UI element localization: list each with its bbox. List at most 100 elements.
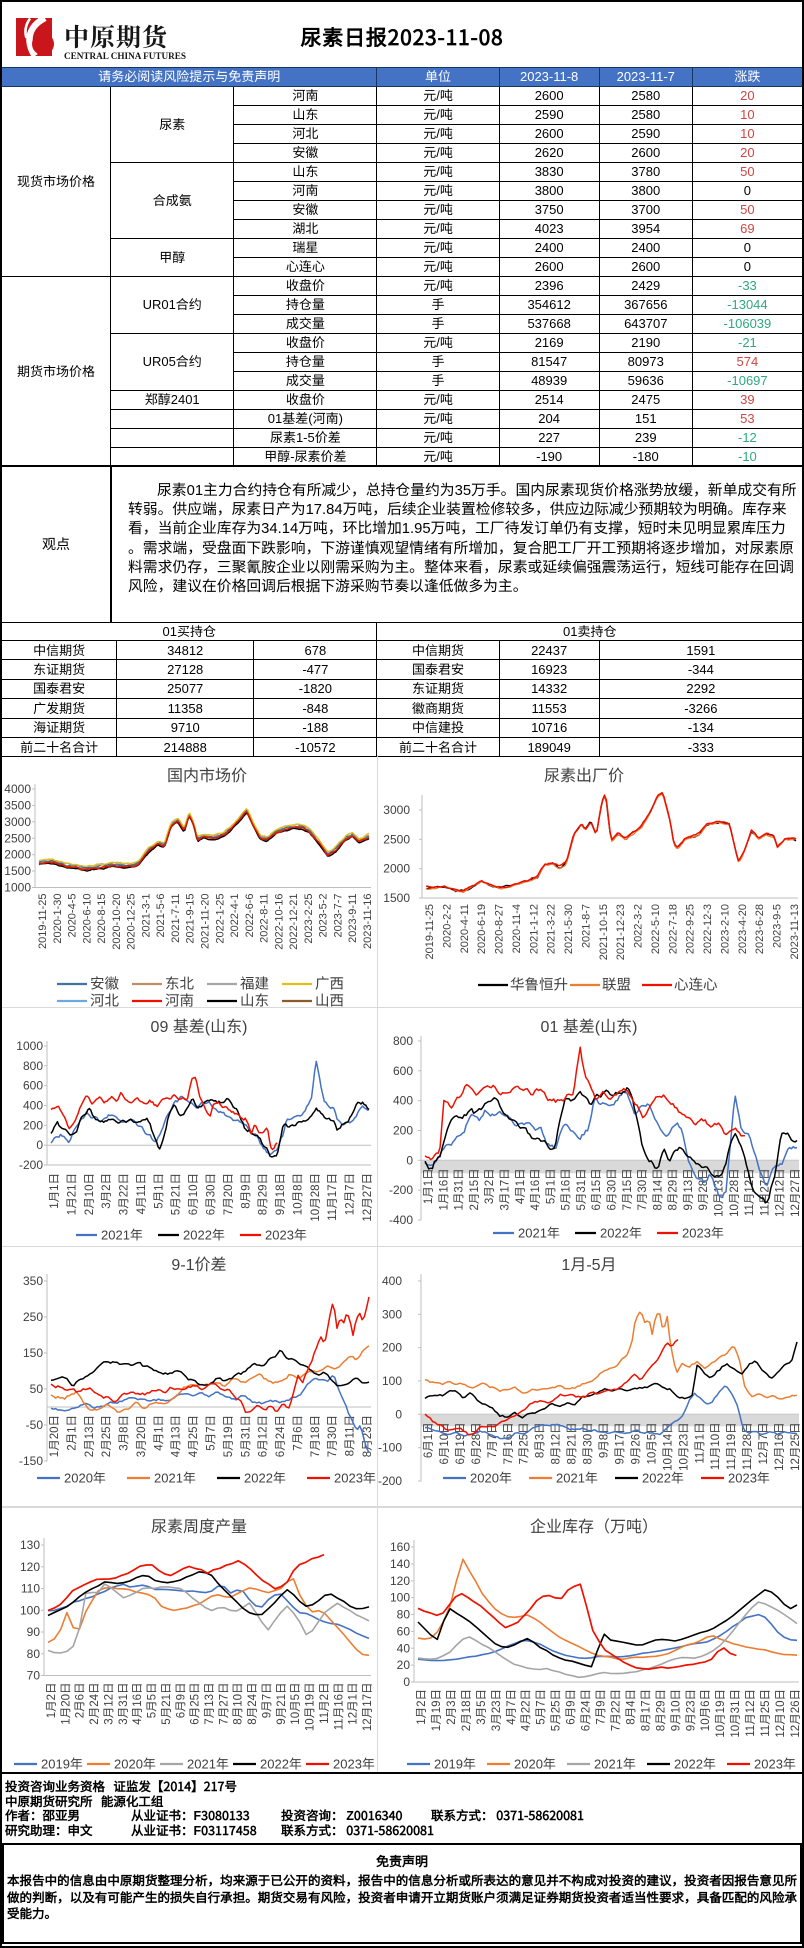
svg-text:3月2日: 3月2日 — [483, 1168, 496, 1204]
svg-text:10月13日: 10月13日 — [713, 1168, 726, 1217]
svg-text:160: 160 — [390, 1540, 410, 1554]
svg-text:2022-12-21: 2022-12-21 — [288, 894, 300, 950]
svg-text:2023年: 2023年 — [754, 1757, 796, 1772]
svg-text:12月27日: 12月27日 — [789, 1168, 802, 1217]
svg-text:9月10日: 9月10日 — [669, 1689, 682, 1731]
svg-text:2000: 2000 — [4, 848, 31, 862]
svg-text:6月9日: 6月9日 — [174, 1683, 187, 1719]
svg-text:7月6日: 7月6日 — [291, 1415, 304, 1451]
svg-text:2020-1-30: 2020-1-30 — [52, 894, 64, 944]
svg-text:东北: 东北 — [165, 976, 194, 993]
svg-text:6月15日: 6月15日 — [590, 1168, 603, 1210]
svg-text:0: 0 — [403, 1675, 410, 1689]
svg-text:5月7日: 5月7日 — [535, 1689, 548, 1725]
svg-text:8月29日: 8月29日 — [654, 1689, 667, 1731]
svg-text:2023-9-5: 2023-9-5 — [772, 904, 784, 948]
svg-text:3月17日: 3月17日 — [499, 1168, 512, 1210]
svg-text:2023-4-20: 2023-4-20 — [737, 904, 749, 954]
svg-text:5月16日: 5月16日 — [560, 1168, 573, 1210]
svg-text:1月16日: 1月16日 — [437, 1168, 450, 1210]
svg-text:10月28日: 10月28日 — [728, 1168, 741, 1217]
svg-text:2022-9-25: 2022-9-25 — [685, 904, 697, 954]
svg-text:11月28日: 11月28日 — [741, 1422, 754, 1470]
svg-text:4000: 4000 — [4, 782, 31, 796]
svg-text:5月21日: 5月21日 — [170, 1173, 183, 1215]
svg-text:8月3日: 8月3日 — [534, 1422, 547, 1458]
svg-text:2021年: 2021年 — [594, 1757, 636, 1772]
svg-text:12月10日: 12月10日 — [774, 1689, 787, 1738]
svg-text:2020年: 2020年 — [114, 1757, 156, 1772]
svg-text:2020年: 2020年 — [64, 1471, 106, 1486]
svg-text:CENTRAL CHINA FUTURES: CENTRAL CHINA FUTURES — [64, 51, 186, 61]
svg-text:6月30日: 6月30日 — [606, 1168, 619, 1210]
svg-text:10月6日: 10月6日 — [699, 1689, 712, 1731]
svg-text:2020-4-5: 2020-4-5 — [67, 894, 79, 938]
svg-text:10月14日: 10月14日 — [661, 1422, 674, 1471]
svg-text:4月16日: 4月16日 — [131, 1683, 144, 1725]
svg-text:5月7日: 5月7日 — [205, 1415, 218, 1451]
svg-text:80: 80 — [397, 1608, 411, 1622]
svg-text:1月19日: 1月19日 — [430, 1689, 443, 1731]
svg-text:7月9日: 7月9日 — [595, 1689, 608, 1725]
svg-text:12月26日: 12月26日 — [789, 1689, 802, 1738]
svg-text:1月2日: 1月2日 — [45, 1683, 58, 1719]
svg-text:河北: 河北 — [90, 994, 119, 1008]
svg-text:2500: 2500 — [383, 832, 410, 846]
svg-text:4月25日: 4月25日 — [187, 1415, 200, 1457]
svg-text:600: 600 — [23, 1079, 43, 1093]
svg-text:11月10日: 11月10日 — [709, 1422, 722, 1470]
svg-text:10月5日: 10月5日 — [645, 1422, 658, 1464]
svg-text:1000: 1000 — [4, 881, 31, 895]
svg-text:100: 100 — [390, 1591, 410, 1605]
svg-text:-200: -200 — [378, 1474, 402, 1488]
svg-text:3月22日: 3月22日 — [118, 1173, 131, 1215]
svg-text:0: 0 — [395, 1407, 402, 1421]
svg-text:国内市场价: 国内市场价 — [167, 767, 247, 785]
svg-text:2023-6-28: 2023-6-28 — [754, 904, 766, 954]
svg-text:8月4日: 8月4日 — [624, 1689, 637, 1725]
svg-text:河南: 河南 — [165, 993, 194, 1008]
svg-text:2023-2-10: 2023-2-10 — [720, 904, 732, 954]
svg-text:10月5日: 10月5日 — [289, 1683, 302, 1725]
svg-text:2022年: 2022年 — [600, 1226, 642, 1241]
svg-text:12月16日: 12月16日 — [773, 1422, 786, 1471]
svg-text:7月22日: 7月22日 — [610, 1689, 623, 1731]
svg-text:联盟: 联盟 — [602, 978, 631, 994]
svg-text:2月10日: 2月10日 — [83, 1173, 96, 1215]
svg-text:2023年: 2023年 — [728, 1471, 770, 1486]
svg-text:1月-5月: 1月-5月 — [561, 1257, 616, 1274]
svg-text:6月28日: 6月28日 — [470, 1422, 483, 1464]
svg-text:2019-11-25: 2019-11-25 — [424, 904, 436, 959]
svg-text:1月2日: 1月2日 — [415, 1689, 428, 1725]
svg-text:2月6日: 2月6日 — [74, 1683, 87, 1719]
svg-text:9月26日: 9月26日 — [629, 1422, 642, 1464]
svg-text:12月7日: 12月7日 — [344, 1173, 357, 1215]
svg-text:2020-11-4: 2020-11-4 — [511, 904, 523, 953]
svg-text:12月7日: 12月7日 — [757, 1422, 770, 1464]
svg-text:8月10日: 8月10日 — [232, 1683, 245, 1725]
svg-text:2022-1-25: 2022-1-25 — [214, 894, 226, 944]
svg-text:1月1日: 1月1日 — [48, 1173, 61, 1209]
svg-text:9月13日: 9月13日 — [682, 1168, 695, 1210]
svg-text:11月12日: 11月12日 — [744, 1689, 757, 1737]
svg-text:150: 150 — [23, 1346, 43, 1360]
svg-text:3000: 3000 — [383, 803, 410, 817]
svg-text:1月31日: 1月31日 — [453, 1168, 466, 1210]
svg-text:200: 200 — [23, 1118, 43, 1132]
svg-text:6月12日: 6月12日 — [257, 1415, 270, 1457]
svg-text:安徽: 安徽 — [90, 976, 119, 993]
svg-text:2020-10-20: 2020-10-20 — [111, 894, 123, 950]
svg-text:100: 100 — [20, 1603, 40, 1617]
svg-text:2020-12-25: 2020-12-25 — [126, 894, 138, 950]
svg-text:2023-2-25: 2023-2-25 — [303, 894, 315, 944]
svg-text:2022-3-2: 2022-3-2 — [633, 904, 645, 948]
svg-text:8月30日: 8月30日 — [582, 1422, 595, 1464]
svg-text:广西: 广西 — [315, 976, 344, 993]
svg-text:1月21日: 1月21日 — [65, 1173, 78, 1215]
svg-text:7月18日: 7月18日 — [309, 1415, 322, 1457]
svg-text:2021年: 2021年 — [518, 1226, 560, 1241]
svg-text:1月1日: 1月1日 — [422, 1168, 435, 1204]
svg-text:8月24日: 8月24日 — [246, 1683, 259, 1725]
svg-text:2020-6-10: 2020-6-10 — [81, 894, 93, 944]
svg-text:120: 120 — [390, 1574, 410, 1588]
